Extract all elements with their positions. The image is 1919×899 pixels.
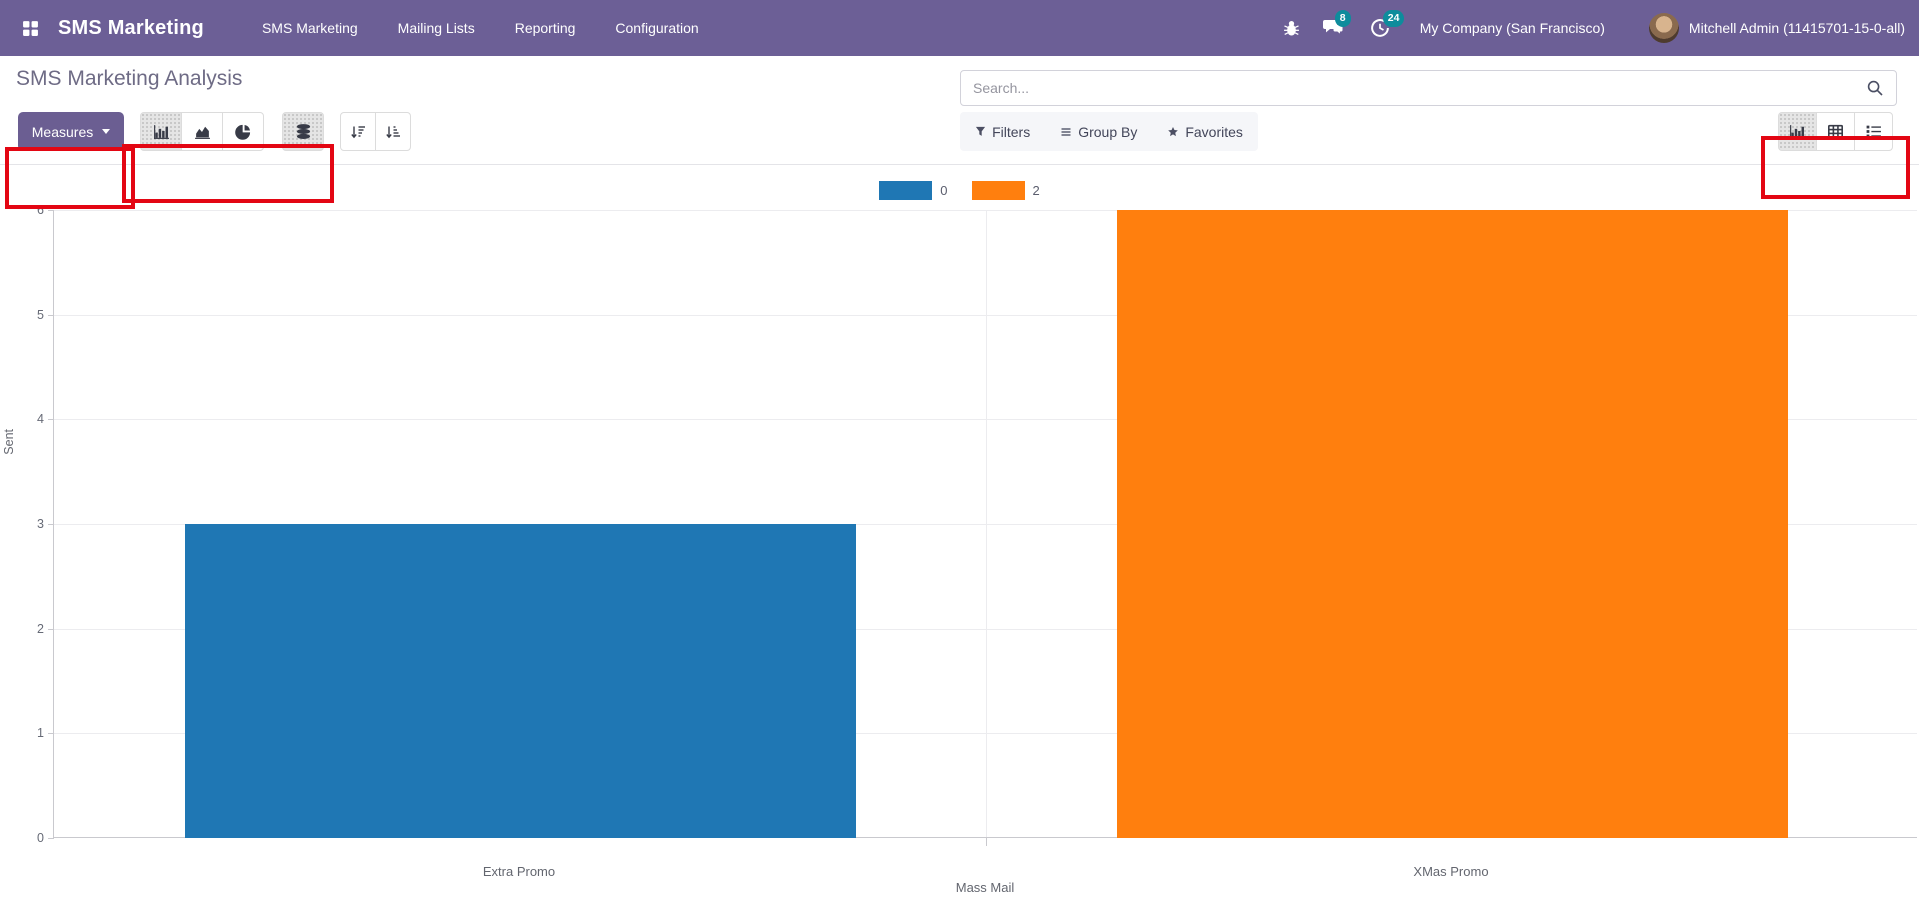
pie-chart-view-button[interactable] <box>222 112 264 151</box>
gridline <box>54 628 1917 630</box>
gridline <box>54 210 1917 211</box>
y-tick-label: 3 <box>37 517 44 531</box>
pivot-view-button[interactable] <box>1816 112 1855 151</box>
x-axis-title: Mass Mail <box>955 880 1015 895</box>
favorites-button[interactable]: Favorites <box>1167 124 1243 140</box>
sort-asc-icon <box>385 124 401 140</box>
caret-down-icon <box>102 129 111 134</box>
user-menu[interactable]: Mitchell Admin (11415701-15-0-all) <box>1688 20 1905 36</box>
view-switcher <box>1778 112 1893 151</box>
legend-swatch <box>879 181 933 200</box>
y-tick-label: 5 <box>37 307 44 322</box>
x-tick-mark <box>986 837 987 846</box>
y-tick-label: 1 <box>37 726 44 741</box>
page-title: SMS Marketing Analysis <box>16 67 243 90</box>
nav-configuration[interactable]: Configuration <box>615 20 699 36</box>
y-tick-mark <box>48 210 54 211</box>
group-by-label: Group By <box>1078 123 1138 140</box>
search-bar <box>960 70 1897 106</box>
filters-button[interactable]: Filters <box>975 124 1030 140</box>
search-options-bar: Filters Group By Favorites <box>960 112 1258 151</box>
graph-view-icon <box>1789 123 1806 140</box>
messages-button[interactable]: 8 <box>1322 8 1351 48</box>
graph-view-button[interactable] <box>1778 112 1817 151</box>
control-panel: SMS Marketing Analysis Measures <box>0 56 1919 165</box>
apps-grid-icon <box>22 20 39 37</box>
activities-badge: 24 <box>1382 10 1405 27</box>
bar-chart-icon <box>153 123 170 140</box>
y-tick-mark <box>48 838 54 839</box>
legend-item[interactable]: 0 <box>879 181 948 200</box>
filters-label: Filters <box>992 123 1031 140</box>
nav-reporting[interactable]: Reporting <box>514 20 576 36</box>
top-navbar: SMS Marketing SMS Marketing Mailing List… <box>0 0 1919 56</box>
y-tick-mark <box>48 419 54 421</box>
bug-icon <box>1283 20 1300 37</box>
main-menu: SMS Marketing Mailing Lists Reporting Co… <box>242 0 719 56</box>
bar[interactable] <box>1116 210 1788 838</box>
stacked-icon <box>295 123 312 140</box>
measures-button[interactable]: Measures <box>18 112 124 151</box>
y-tick-label: 2 <box>37 621 44 636</box>
y-axis-title: Sent <box>2 429 16 455</box>
y-tick-mark <box>48 314 54 316</box>
y-tick-label: 6 <box>37 203 44 217</box>
star-icon <box>1167 126 1179 138</box>
area-chart-icon <box>194 123 211 140</box>
debug-button[interactable] <box>1283 8 1300 48</box>
nav-mailing-lists[interactable]: Mailing Lists <box>397 20 475 36</box>
nav-sms-marketing[interactable]: SMS Marketing <box>261 20 358 36</box>
legend-item[interactable]: 2 <box>971 181 1040 200</box>
legend-label: 0 <box>940 183 948 198</box>
sort-desc-button[interactable] <box>340 112 376 151</box>
sort-asc-button[interactable] <box>375 112 411 151</box>
stacked-toggle-button[interactable] <box>282 112 324 151</box>
y-tick-label: 4 <box>37 412 44 427</box>
y-tick-mark <box>48 524 54 525</box>
app-brand[interactable]: SMS Marketing <box>58 16 204 39</box>
company-switcher[interactable]: My Company (San Francisco) <box>1419 20 1605 36</box>
pie-chart-icon <box>234 123 252 140</box>
y-tick-mark <box>48 628 54 630</box>
legend-swatch <box>971 181 1025 200</box>
messages-badge: 8 <box>1334 10 1351 27</box>
group-by-icon <box>1060 126 1072 138</box>
filter-icon <box>975 126 986 137</box>
line-chart-view-button[interactable] <box>181 112 223 151</box>
clock-icon <box>1370 18 1390 38</box>
gridline <box>54 419 1917 421</box>
pivot-grid-icon <box>1827 123 1844 140</box>
group-by-button[interactable]: Group By <box>1060 124 1137 140</box>
gridline <box>54 314 1917 316</box>
activities-button[interactable]: 24 <box>1370 8 1405 48</box>
search-input[interactable] <box>961 80 1866 96</box>
sort-buttons <box>340 112 411 151</box>
bar[interactable] <box>184 524 856 838</box>
gridline <box>54 524 1917 525</box>
favorites-label: Favorites <box>1185 123 1243 140</box>
sort-desc-icon <box>350 124 366 140</box>
avatar[interactable] <box>1648 13 1679 43</box>
apps-menu-button[interactable] <box>10 8 50 48</box>
plot-area: 0 1 2 3 4 5 6 <box>37 203 1917 846</box>
y-tick-label: 0 <box>37 831 44 845</box>
x-category-label: XMas Promo <box>1413 864 1489 879</box>
bar-chart-view-button[interactable] <box>140 112 182 151</box>
search-icon[interactable] <box>1866 79 1884 97</box>
chart-type-switcher <box>140 112 264 151</box>
measures-label: Measures <box>31 123 94 140</box>
x-category-label: Extra Promo <box>482 864 556 879</box>
list-icon <box>1865 123 1882 140</box>
x-gridline <box>986 210 987 837</box>
list-view-button[interactable] <box>1854 112 1893 151</box>
legend-label: 2 <box>1032 183 1040 198</box>
y-tick-mark <box>48 733 54 735</box>
gridline <box>54 733 1917 735</box>
